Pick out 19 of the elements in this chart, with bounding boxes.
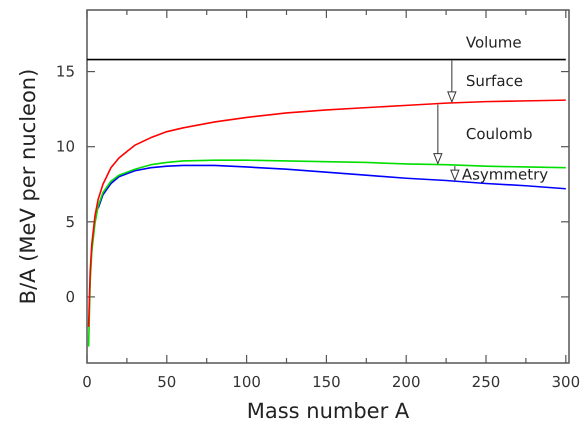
- line-series: [97, 164, 567, 210]
- series-label: Asymmetry: [462, 166, 548, 184]
- x-tick-label: 200: [392, 373, 421, 391]
- series-label: Volume: [466, 34, 522, 52]
- y-tick-label: 5: [65, 212, 75, 231]
- x-tick-label: 150: [312, 373, 341, 391]
- y-axis-title: B/A (MeV per nucleon): [16, 68, 40, 304]
- y-tick-label: 15: [56, 62, 75, 81]
- y-tick-label: 10: [56, 138, 75, 156]
- x-tick-label: 100: [232, 373, 261, 391]
- series-label: Surface: [466, 72, 524, 90]
- line-series: [88, 159, 567, 348]
- y-tick-label: 0: [65, 288, 75, 306]
- x-axis-title: Mass number A: [246, 399, 410, 423]
- x-tick-label: 0: [82, 373, 92, 391]
- x-tick-label: 250: [472, 373, 500, 391]
- x-tick-label: 50: [157, 373, 176, 391]
- x-tick-label: 300: [551, 373, 580, 391]
- series-label: Coulomb: [466, 124, 532, 143]
